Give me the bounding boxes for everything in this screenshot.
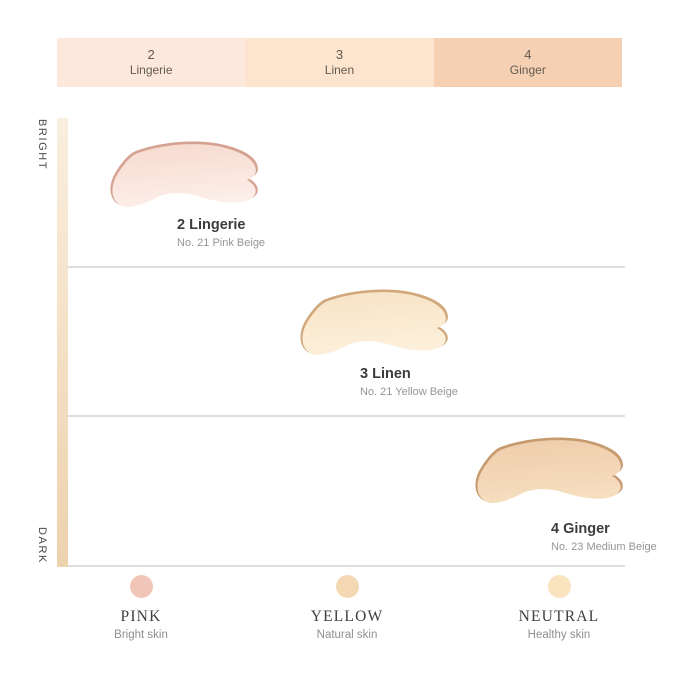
axis-label-bright: BRIGHT [36, 119, 48, 171]
axis-label-dark: DARK [36, 527, 48, 564]
neutral-swatch-dot [547, 575, 571, 598]
swatch-title: 3 Linen [360, 366, 411, 382]
swatch-subtitle: No. 21 Pink Beige [177, 236, 266, 249]
yellow-swatch-dot [335, 575, 359, 598]
shade-segment-number: 3 [335, 47, 344, 63]
swatch-label-ginger: 4 Ginger No. 23 Medium Beige [551, 521, 657, 553]
smear-swatch-ginger [475, 437, 623, 503]
smear-swatch-lingerie [110, 141, 258, 207]
shade-segment-lingerie: 2 Lingerie [57, 38, 246, 87]
legend-label: NEUTRAL [518, 608, 600, 625]
shade-bar: 2 Lingerie 3 Linen 4 Ginger [57, 38, 622, 87]
smear-swatch-linen [300, 289, 448, 355]
legend-item-neutral: NEUTRAL Healthy skin [469, 575, 649, 642]
legend-item-pink: PINK Bright skin [51, 575, 231, 642]
smear-fill [302, 292, 446, 355]
shade-segment-number: 2 [147, 47, 155, 63]
legend-description: Natural skin [316, 629, 378, 642]
swatch-subtitle: No. 21 Yellow Beige [360, 385, 458, 398]
swatch-title: 4 Ginger [551, 521, 610, 537]
legend-item-yellow: YELLOW Natural skin [257, 575, 437, 642]
legend-description: Healthy skin [527, 629, 591, 642]
shade-segment-name: Ginger [509, 63, 546, 78]
swatch-label-linen: 3 Linen No. 21 Yellow Beige [360, 366, 458, 398]
legend-label: YELLOW [310, 608, 384, 625]
legend-label: PINK [120, 608, 162, 625]
legend-description: Bright skin [114, 629, 168, 642]
shade-segment-name: Lingerie [129, 63, 173, 78]
pink-swatch-dot [129, 575, 153, 598]
shade-segment-ginger: 4 Ginger [433, 38, 622, 87]
smear-fill [477, 440, 621, 503]
shade-segment-name: Linen [324, 63, 355, 78]
shade-segment-linen: 3 Linen [245, 38, 434, 87]
shade-segment-number: 4 [524, 47, 532, 63]
smear-fill [112, 144, 256, 207]
brightness-gradient-bar [57, 118, 68, 567]
swatch-label-lingerie: 2 Lingerie No. 21 Pink Beige [177, 217, 265, 249]
swatch-title: 2 Lingerie [177, 217, 246, 233]
swatch-subtitle: No. 23 Medium Beige [551, 540, 657, 553]
